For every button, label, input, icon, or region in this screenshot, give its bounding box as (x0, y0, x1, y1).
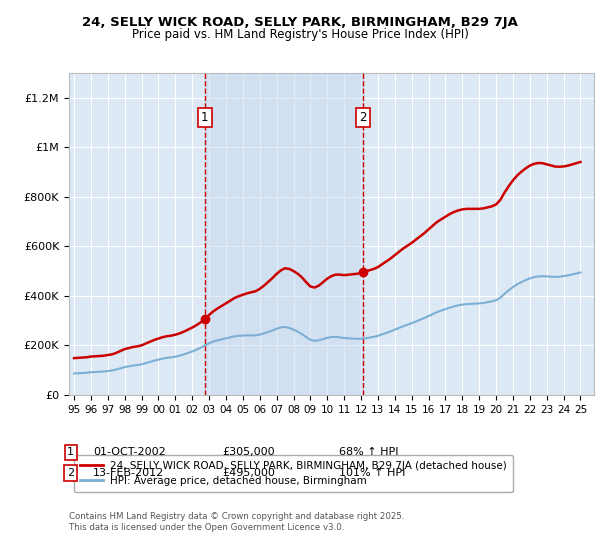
Text: 101% ↑ HPI: 101% ↑ HPI (339, 468, 406, 478)
Text: 68% ↑ HPI: 68% ↑ HPI (339, 447, 398, 458)
Text: £305,000: £305,000 (222, 447, 275, 458)
Text: £495,000: £495,000 (222, 468, 275, 478)
Legend: 24, SELLY WICK ROAD, SELLY PARK, BIRMINGHAM, B29 7JA (detached house), HPI: Aver: 24, SELLY WICK ROAD, SELLY PARK, BIRMING… (74, 455, 512, 492)
Text: 13-FEB-2012: 13-FEB-2012 (93, 468, 164, 478)
Text: 2: 2 (67, 468, 74, 478)
Text: 2: 2 (359, 111, 367, 124)
Text: 01-OCT-2002: 01-OCT-2002 (93, 447, 166, 458)
Text: Contains HM Land Registry data © Crown copyright and database right 2025.
This d: Contains HM Land Registry data © Crown c… (69, 512, 404, 532)
Bar (205, 73, 363, 395)
Text: Price paid vs. HM Land Registry's House Price Index (HPI): Price paid vs. HM Land Registry's House … (131, 28, 469, 41)
Text: 24, SELLY WICK ROAD, SELLY PARK, BIRMINGHAM, B29 7JA: 24, SELLY WICK ROAD, SELLY PARK, BIRMING… (82, 16, 518, 29)
Text: 1: 1 (67, 447, 74, 458)
Text: 1: 1 (201, 111, 209, 124)
